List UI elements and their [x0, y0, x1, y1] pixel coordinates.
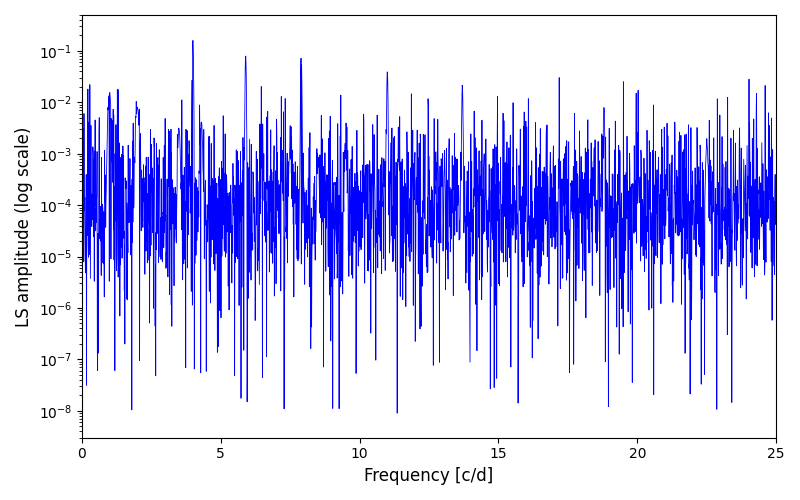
Y-axis label: LS amplitude (log scale): LS amplitude (log scale): [15, 126, 33, 326]
X-axis label: Frequency [c/d]: Frequency [c/d]: [364, 467, 494, 485]
